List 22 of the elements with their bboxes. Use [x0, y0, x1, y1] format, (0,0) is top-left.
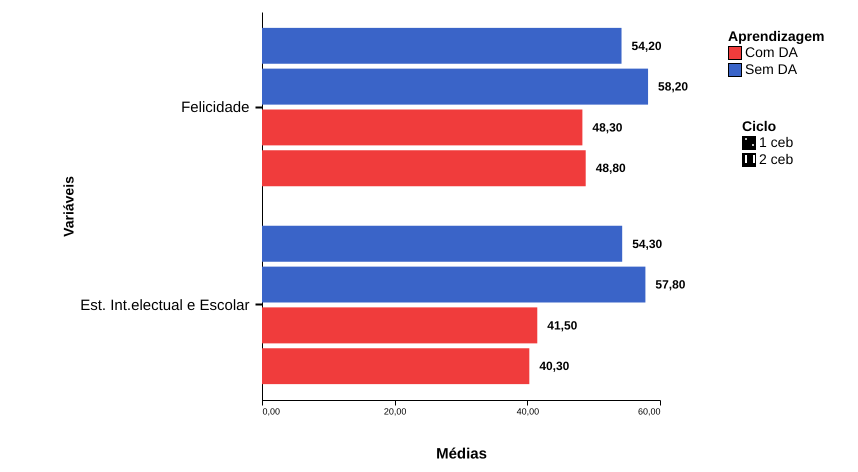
- x-tick-label: 20,00: [384, 406, 406, 416]
- x-tick-label: 60,00: [638, 406, 660, 416]
- data-label: 54,30: [632, 236, 663, 251]
- text: Ciclo: [742, 118, 778, 134]
- y-tick-label: Felicidade: [181, 99, 250, 116]
- text: 1 ceb: [759, 134, 794, 151]
- legend-label: Sem DA: [745, 61, 798, 78]
- y-tick-label: Est. Int.electual e Escolar: [80, 296, 250, 314]
- data-label: 48,80: [596, 161, 626, 176]
- data-label: 48,30: [592, 120, 623, 134]
- legend-label: Com DA: [745, 44, 798, 61]
- data-label: 58,20: [658, 80, 688, 94]
- x-tick-label: 40,00: [516, 406, 540, 416]
- data-label: 40,30: [539, 359, 570, 374]
- x-tick-label: 0,00: [262, 406, 280, 416]
- data-label: 54,20: [632, 38, 662, 53]
- legend-title: Aprendizagem: [728, 28, 824, 44]
- data-label: 57,80: [655, 278, 686, 292]
- x-axis-title: Médias: [436, 446, 487, 462]
- y-axis-title: Variáveis: [60, 176, 76, 237]
- data-label: 41,50: [547, 318, 578, 332]
- text: 2 ceb: [759, 151, 794, 168]
